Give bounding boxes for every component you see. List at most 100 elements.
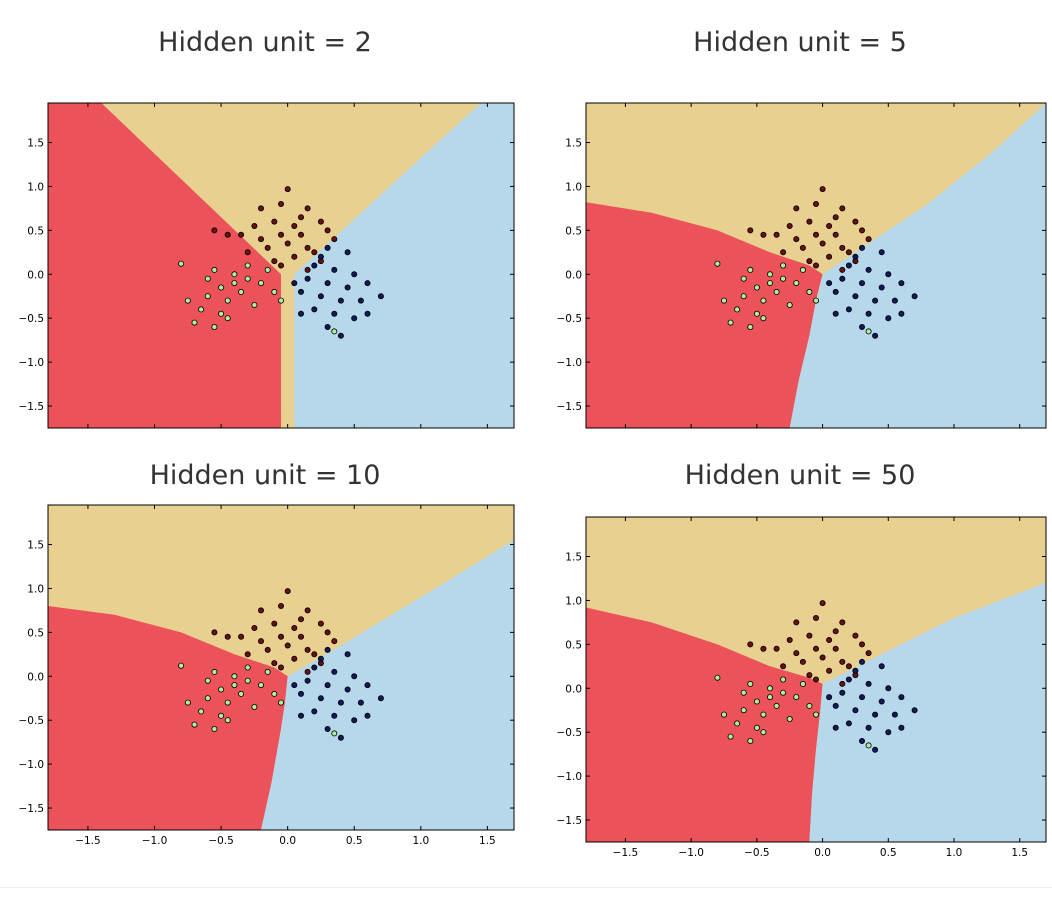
y-tick-label: 1.5 — [27, 138, 44, 150]
data-point — [839, 619, 846, 626]
y-tick-label: −0.5 — [19, 715, 45, 727]
data-point — [224, 315, 231, 322]
data-point — [806, 672, 813, 679]
data-point — [839, 658, 846, 665]
data-point — [845, 676, 852, 683]
data-point — [271, 288, 278, 295]
data-point — [251, 222, 258, 229]
data-point — [734, 720, 741, 727]
data-point — [238, 288, 245, 295]
chart-plot: −1.5−1.0−0.50.00.51.01.51.51.00.50.0−0.5… — [19, 102, 515, 429]
data-point — [257, 236, 264, 243]
data-point — [257, 682, 264, 689]
data-point — [766, 694, 773, 701]
x-tick-label: −1.5 — [613, 847, 639, 859]
y-tick-label: 1.0 — [565, 595, 582, 607]
chart-title: Hidden unit = 10 — [149, 460, 381, 491]
data-point — [773, 288, 780, 295]
data-point — [304, 205, 311, 212]
data-point — [344, 686, 351, 693]
data-point — [218, 712, 225, 719]
data-point — [812, 676, 819, 683]
data-point — [812, 711, 819, 718]
data-point — [244, 275, 251, 282]
data-point — [852, 218, 859, 225]
data-point — [786, 222, 793, 229]
data-point — [317, 253, 324, 260]
data-point — [311, 651, 318, 658]
data-point — [204, 293, 211, 300]
data-point — [812, 200, 819, 207]
data-point — [753, 310, 760, 317]
data-point — [277, 664, 284, 671]
data-point — [311, 708, 318, 715]
region-blue — [809, 517, 1046, 842]
chart-panel-hidden-10: Hidden unit = 10 −1.5 −1.0 −0.5 0.0 0.5 1.0 1.… — [10, 460, 520, 875]
data-point — [218, 310, 225, 317]
data-point — [773, 645, 780, 652]
data-point — [858, 244, 865, 251]
data-point — [344, 651, 351, 658]
y-tick-label: −0.5 — [19, 313, 45, 325]
data-point — [331, 638, 338, 645]
data-point — [211, 725, 218, 732]
x-tick-label: 0.5 — [880, 847, 897, 859]
data-point — [324, 682, 331, 689]
x-tick-label: −0.5 — [744, 847, 770, 859]
data-point — [714, 260, 721, 267]
data-point — [311, 249, 318, 256]
data-point — [311, 664, 318, 671]
data-point — [760, 645, 767, 652]
y-tick-label: 0.5 — [27, 225, 44, 237]
data-point — [806, 632, 813, 639]
data-point — [819, 654, 826, 661]
data-point — [304, 266, 311, 273]
data-point — [291, 655, 298, 662]
data-point — [324, 646, 331, 653]
data-point — [251, 703, 258, 710]
x-tick-label: −0.5 — [208, 835, 234, 847]
data-point — [865, 236, 872, 243]
data-point — [832, 702, 839, 709]
data-point — [204, 677, 211, 684]
data-point — [324, 227, 331, 234]
data-point — [780, 262, 787, 269]
data-point — [244, 249, 251, 256]
data-point — [747, 323, 754, 330]
data-point — [747, 737, 754, 744]
data-point — [780, 663, 787, 670]
data-point — [852, 667, 859, 674]
data-point — [231, 280, 238, 287]
data-point — [284, 240, 291, 247]
data-point — [331, 236, 338, 243]
data-point — [178, 662, 185, 669]
data-point — [304, 244, 311, 251]
data-point — [760, 711, 767, 718]
y-tick-label: −1.0 — [557, 771, 583, 783]
data-point — [826, 280, 833, 287]
data-point — [351, 673, 358, 680]
data-point — [244, 262, 251, 269]
data-point — [786, 715, 793, 722]
data-point — [337, 734, 344, 741]
data-point — [277, 602, 284, 609]
data-point — [773, 231, 780, 238]
y-tick-label: 1.0 — [565, 181, 582, 193]
data-point — [224, 231, 231, 238]
data-point — [331, 712, 338, 719]
data-point — [277, 699, 284, 706]
y-tick-label: 1.5 — [27, 540, 44, 552]
data-point — [271, 620, 278, 627]
data-point — [865, 742, 872, 749]
data-point — [377, 695, 384, 702]
data-point — [271, 660, 278, 667]
data-point — [317, 293, 324, 300]
data-point — [357, 297, 364, 304]
data-point — [799, 658, 806, 665]
data-point — [865, 650, 872, 657]
data-point — [297, 288, 304, 295]
data-point — [264, 266, 271, 273]
chart-plot: −1.5−1.0−0.50.00.51.01.51.51.00.50.0−0.5… — [557, 102, 1047, 429]
